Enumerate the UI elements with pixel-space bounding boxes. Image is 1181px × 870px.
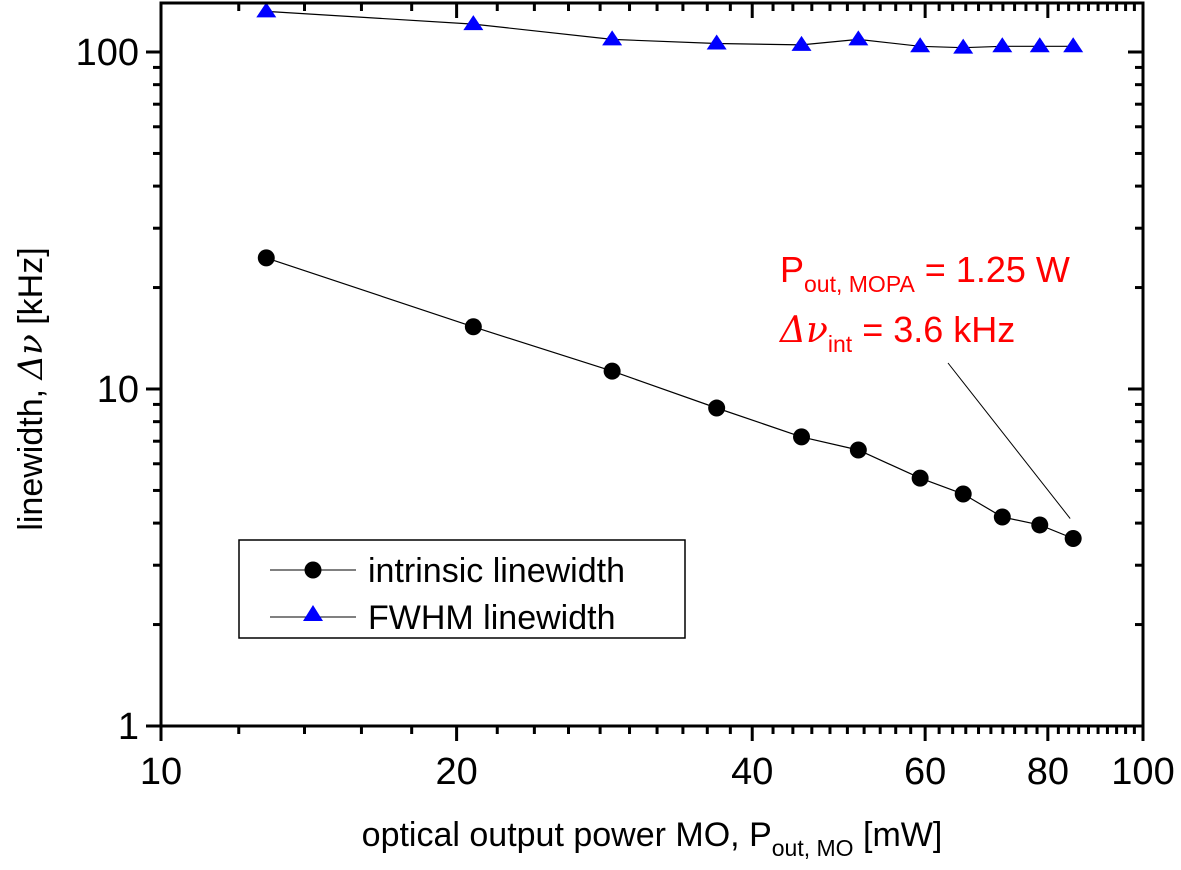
- data-point-intrinsic: [793, 428, 811, 446]
- data-point-fwhm: [953, 38, 974, 54]
- series-line-intrinsic: [266, 257, 1074, 540]
- y-axis-label-main: linewidth,: [12, 379, 50, 530]
- data-point-fwhm: [1029, 37, 1050, 53]
- legend: intrinsic linewidth FWHM linewidth: [238, 539, 686, 639]
- data-point-fwhm: [463, 15, 484, 31]
- x-tick-label: 40: [731, 751, 773, 793]
- series-line-fwhm: [266, 10, 1074, 49]
- y-axis-label-unit: [kHz]: [12, 247, 50, 334]
- data-point-fwhm: [992, 37, 1013, 53]
- data-point-fwhm: [848, 30, 869, 46]
- x-axis-label-unit: [mW]: [854, 816, 943, 854]
- annotation: Pout, MOPA = 1.25 W Δνint = 3.6 kHz: [778, 249, 1071, 519]
- annotation-power-sub: out, MOPA: [804, 271, 915, 297]
- x-tick-label: 10: [140, 751, 182, 793]
- data-point-intrinsic: [849, 441, 867, 459]
- data-point-intrinsic: [1031, 516, 1049, 534]
- data-point-fwhm: [791, 35, 812, 51]
- data-point-fwhm: [256, 3, 277, 18]
- data-point-fwhm: [602, 30, 623, 46]
- legend-marker-fwhm: [303, 605, 323, 621]
- data-point-intrinsic: [603, 362, 621, 380]
- y-tick-label: 1: [118, 706, 139, 748]
- x-axis-label-main: optical output power MO, P: [362, 816, 772, 854]
- data-point-fwhm: [910, 37, 931, 53]
- annotation-pointer-line: [947, 362, 1071, 519]
- plot-frame: [159, 1, 1145, 728]
- annotation-linewidth-value: = 3.6 kHz: [852, 309, 1015, 350]
- data-point-intrinsic: [993, 508, 1011, 526]
- data-point-intrinsic: [257, 249, 275, 267]
- x-axis-label-sub: out, MO: [772, 835, 854, 861]
- y-tick-label: 10: [97, 369, 139, 411]
- annotation-linewidth: Δνint = 3.6 kHz: [778, 309, 1015, 357]
- legend-label-intrinsic: intrinsic linewidth: [368, 552, 625, 590]
- annotation-power: Pout, MOPA = 1.25 W: [780, 249, 1070, 297]
- x-tick-label: 80: [1027, 751, 1069, 793]
- data-point-intrinsic: [954, 485, 972, 503]
- data-point-intrinsic: [708, 399, 726, 417]
- data-point-intrinsic: [1064, 530, 1082, 548]
- legend-marker-intrinsic: [304, 561, 322, 579]
- x-tick-label: 60: [904, 751, 946, 793]
- x-tick-label: 100: [1111, 751, 1174, 793]
- x-tick-label: 20: [435, 751, 477, 793]
- data-point-intrinsic: [464, 318, 482, 336]
- annotation-linewidth-symbol: Δν: [778, 310, 828, 351]
- data-point-intrinsic: [911, 469, 929, 487]
- y-axis-label: linewidth, Δν [kHz]: [11, 247, 51, 530]
- series-markers: [256, 3, 1084, 548]
- y-axis-label-symbol: Δν: [11, 334, 51, 381]
- annotation-linewidth-sub: int: [828, 331, 853, 357]
- annotation-power-symbol: P: [780, 249, 804, 290]
- annotation-power-value: = 1.25 W: [915, 249, 1070, 290]
- legend-label-fwhm: FWHM linewidth: [368, 599, 615, 637]
- data-point-fwhm: [706, 34, 727, 50]
- legend-box: [238, 539, 686, 639]
- data-point-fwhm: [1063, 37, 1084, 53]
- x-axis-label: optical output power MO, Pout, MO [mW]: [362, 816, 943, 861]
- y-tick-label: 100: [76, 32, 139, 74]
